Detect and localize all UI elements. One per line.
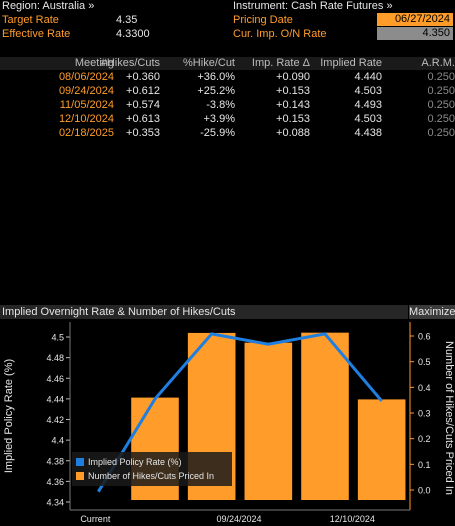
y2-axis-title: Number of Hikes/Cuts Priced In: [443, 341, 455, 495]
cell-meeting: 11/05/2024: [59, 99, 114, 111]
cell-pct: +25.2%: [197, 85, 235, 97]
y2-tick-label: 0.6: [418, 332, 431, 342]
table-header: Meeting #Hikes/Cuts %Hike/Cut Imp. Rate …: [0, 57, 455, 70]
y-tick-label: 4.36: [46, 477, 64, 487]
cell-pct: +36.0%: [197, 71, 235, 83]
table-row[interactable]: 08/06/2024 +0.360 +36.0% +0.090 4.440 0.250: [0, 71, 455, 84]
cur-imp-rate-field[interactable]: 4.350: [377, 27, 453, 40]
bar-02-18-2025: [357, 399, 406, 500]
cell-arm: 0.250: [427, 85, 455, 97]
table-row[interactable]: 02/18/2025 +0.353 -25.9% +0.088 4.438 0.250: [0, 127, 455, 140]
legend-swatch-bar: [76, 472, 84, 480]
y-tick-label: 4.34: [46, 498, 64, 508]
legend-swatch-line: [76, 458, 84, 466]
cell-pct: -3.8%: [206, 99, 235, 111]
col-implied[interactable]: Implied Rate: [320, 57, 382, 69]
cell-implied: 4.493: [354, 99, 382, 111]
chart: 4.5 4.48 4.46 4.44 4.42 4.4 4.38 4.36 4.34 0.6 0.5…: [3, 322, 455, 524]
cell-hikes: +0.353: [126, 127, 160, 139]
cell-implied: 4.503: [354, 85, 382, 97]
implied-rate-line: [97, 332, 383, 493]
cur-imp-rate-label: Cur. Imp. O/N Rate: [233, 28, 327, 40]
chart-title: Implied Overnight Rate & Number of Hikes…: [2, 306, 236, 318]
cell-implied: 4.503: [354, 113, 382, 125]
cell-delta: +0.088: [276, 127, 310, 139]
col-meeting[interactable]: Meeting: [74, 57, 114, 69]
cell-delta: +0.090: [276, 71, 310, 83]
pricing-date-field[interactable]: 06/27/2024: [377, 13, 453, 26]
bar-12-10-2024: [301, 332, 349, 500]
cell-hikes: +0.612: [126, 85, 160, 97]
cell-meeting: 09/24/2024: [58, 85, 114, 97]
table-row[interactable]: 11/05/2024 +0.574 -3.8% +0.143 4.493 0.250: [0, 99, 455, 112]
col-delta[interactable]: Imp. Rate Δ: [251, 57, 310, 69]
col-pct[interactable]: %Hike/Cut: [183, 57, 235, 69]
chart-title-bar: Implied Overnight Rate & Number of Hikes…: [0, 305, 408, 319]
cell-hikes: +0.574: [126, 99, 160, 111]
target-rate-label: Target Rate: [2, 14, 59, 26]
pricing-date-label: Pricing Date: [233, 14, 293, 26]
y-tick-label: 4.5: [51, 333, 64, 343]
y-axis-title: Implied Policy Rate (%): [3, 359, 15, 473]
y2-tick-label: 0.5: [418, 357, 431, 367]
bar-11-05-2024: [244, 342, 293, 500]
y-tick-label: 4.4: [51, 436, 64, 446]
table-body: 08/06/2024 +0.360 +36.0% +0.090 4.440 0.250 09…: [0, 71, 455, 141]
region-selector[interactable]: Region: Australia »: [2, 0, 95, 12]
y2-tick-label: 0.2: [418, 434, 431, 444]
cell-arm: 0.250: [427, 127, 455, 139]
y2-tick-label: 0.1: [418, 460, 431, 470]
effective-rate-label: Effective Rate: [2, 28, 71, 40]
col-arm[interactable]: A.R.M.: [421, 57, 455, 69]
cell-meeting: 12/10/2024: [58, 113, 114, 125]
cell-meeting: 02/18/2025: [58, 127, 114, 139]
x-tick-label: Current: [80, 514, 111, 524]
cell-pct: -25.9%: [200, 127, 235, 139]
x-tick-label: 09/24/2024: [216, 514, 261, 524]
cell-implied: 4.440: [354, 71, 382, 83]
table-row[interactable]: 12/10/2024 +0.613 +3.9% +0.153 4.503 0.250: [0, 113, 455, 126]
target-rate-value: 4.35: [116, 14, 138, 26]
cell-pct: +3.9%: [203, 113, 236, 125]
cell-hikes: +0.613: [126, 113, 160, 125]
cell-arm: 0.250: [427, 99, 455, 111]
y-tick-label: 4.44: [46, 394, 64, 404]
cell-arm: 0.250: [427, 113, 455, 125]
y-tick-label: 4.38: [46, 456, 64, 466]
y2-tick-label: 0.3: [418, 409, 431, 419]
y-tick-label: 4.48: [46, 353, 64, 363]
cell-hikes: +0.360: [126, 71, 160, 83]
x-tick-label: 12/10/2024: [330, 514, 375, 524]
instrument-selector[interactable]: Instrument: Cash Rate Futures »: [233, 0, 393, 12]
y2-tick-label: 0.0: [418, 486, 431, 496]
legend-label-line: Implied Policy Rate (%): [88, 457, 182, 467]
cell-delta: +0.153: [276, 85, 310, 97]
y-tick-label: 4.42: [46, 415, 64, 425]
cell-arm: 0.250: [427, 71, 455, 83]
cell-delta: +0.153: [276, 113, 310, 125]
legend-box: [72, 452, 232, 486]
cell-delta: +0.143: [276, 99, 310, 111]
effective-rate-value: 4.3300: [116, 28, 150, 40]
cell-implied: 4.438: [354, 127, 382, 139]
col-hikes[interactable]: #Hikes/Cuts: [100, 57, 160, 69]
cell-meeting: 08/06/2024: [58, 71, 114, 83]
table-row[interactable]: 09/24/2024 +0.612 +25.2% +0.153 4.503 0.250: [0, 85, 455, 98]
y-tick-label: 4.46: [46, 374, 64, 384]
maximize-button[interactable]: Maximize: [409, 305, 455, 319]
y2-tick-label: 0.4: [418, 383, 431, 393]
legend-label-bar: Number of Hikes/Cuts Priced In: [88, 471, 214, 481]
